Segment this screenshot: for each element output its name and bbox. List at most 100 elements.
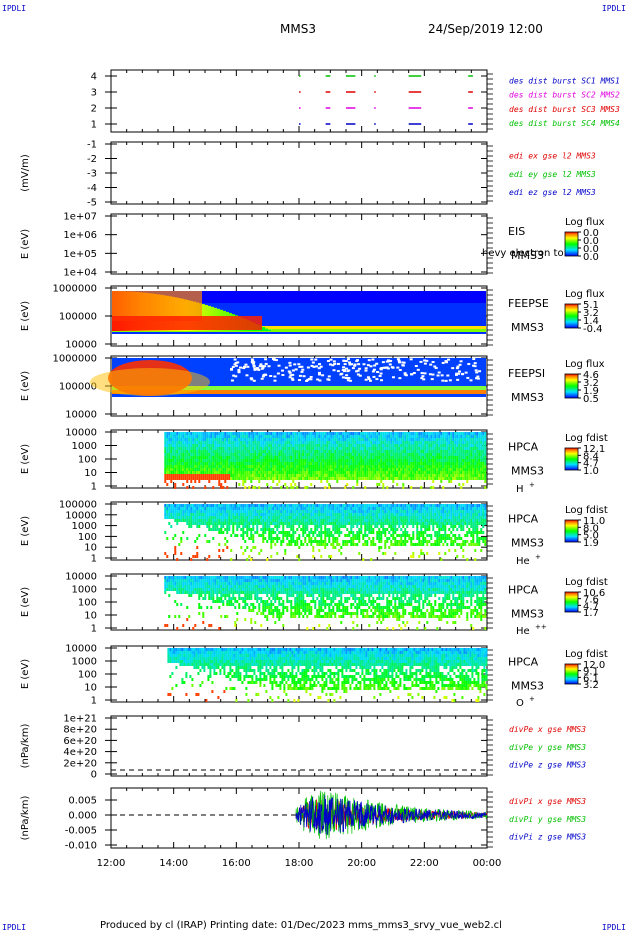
- hpca-bin: [192, 513, 195, 516]
- hpca-bin: [344, 513, 347, 516]
- hpca-bin: [230, 519, 233, 522]
- hpca-bin: [236, 453, 239, 456]
- hpca-bin: [230, 447, 233, 450]
- feepsi-gap: [396, 358, 400, 361]
- hpca-bin: [294, 504, 297, 507]
- hpca-bin: [258, 450, 261, 453]
- hpca-bin: [254, 468, 257, 471]
- hpca-bin: [474, 468, 477, 471]
- hpca-bin: [334, 528, 337, 531]
- hpca-bin: [314, 522, 317, 525]
- hpca-bin: [218, 549, 221, 552]
- hpca-bin: [212, 465, 215, 468]
- hpca-bin: [304, 462, 307, 465]
- hpca-bin: [170, 453, 173, 456]
- hpca-bin: [202, 513, 205, 516]
- hpca-bin: [342, 441, 345, 444]
- hpca-bin: [336, 459, 339, 462]
- hpca-bin: [282, 468, 285, 471]
- hpca-bin: [312, 555, 315, 558]
- hpca-bin: [164, 510, 167, 513]
- hpca-bin: [378, 453, 381, 456]
- hpca-bin: [270, 450, 273, 453]
- hpca-bin: [204, 477, 207, 480]
- hpca-bin: [328, 537, 331, 540]
- feepsi-gap: [341, 376, 345, 379]
- hpca-bin: [404, 450, 407, 453]
- hpca-bin: [276, 435, 279, 438]
- hpca-bin: [224, 504, 227, 507]
- feepsi-gap: [349, 379, 353, 382]
- hpca-bin: [354, 441, 357, 444]
- hpca-bin: [322, 516, 325, 519]
- hpca-bin: [180, 441, 183, 444]
- hpca-bin: [272, 504, 275, 507]
- hpca-bin: [306, 474, 309, 477]
- hpca-bin: [344, 456, 347, 459]
- hpca-bin: [228, 438, 231, 441]
- hpca-bin: [434, 432, 437, 435]
- hpca-bin: [234, 516, 237, 519]
- hpca-bin: [212, 474, 215, 477]
- y-tick-label: 0: [91, 770, 97, 781]
- hpca-bin: [292, 465, 295, 468]
- hpca-bin: [252, 504, 255, 507]
- hpca-bin: [374, 447, 377, 450]
- hpca-bin: [410, 432, 413, 435]
- hpca-bin: [276, 522, 279, 525]
- hpca-bin: [322, 462, 325, 465]
- hpca-bin: [334, 471, 337, 474]
- hpca-bin: [364, 456, 367, 459]
- hpca-bin: [484, 471, 487, 474]
- hpca-bin: [248, 537, 251, 540]
- hpca-bin: [404, 438, 407, 441]
- hpca-bin: [482, 468, 485, 471]
- hpca-bin: [416, 474, 419, 477]
- hpca-bin: [374, 471, 377, 474]
- hpca-bin: [406, 432, 409, 435]
- hpca-bin: [342, 543, 345, 546]
- hpca-bin: [394, 468, 397, 471]
- hpca-bin: [204, 534, 207, 537]
- hpca-bin: [260, 444, 263, 447]
- hpca-bin: [230, 438, 233, 441]
- hpca-bin: [238, 465, 241, 468]
- hpca-bin: [336, 465, 339, 468]
- hpca-bin: [254, 477, 257, 480]
- hpca-bin: [276, 444, 279, 447]
- hpca-bin: [180, 435, 183, 438]
- feepsi-gap: [251, 359, 255, 362]
- hpca-bin: [394, 474, 397, 477]
- hpca-bin: [244, 441, 247, 444]
- hpca-bin: [472, 447, 475, 450]
- feepsi-gap: [473, 362, 477, 365]
- hpca-bin: [278, 471, 281, 474]
- hpca-bin: [392, 462, 395, 465]
- hpca-bin: [352, 471, 355, 474]
- hpca-bin: [458, 438, 461, 441]
- hpca-bin: [284, 531, 287, 534]
- hpca-bin: [382, 435, 385, 438]
- hpca-bin: [314, 477, 317, 480]
- hpca-bin: [178, 459, 181, 462]
- hpca-bin: [188, 519, 191, 522]
- hpca-bin: [280, 474, 283, 477]
- hpca-bin: [314, 504, 317, 507]
- hpca-bin: [278, 432, 281, 435]
- hpca-bin: [178, 471, 181, 474]
- hpca-bin: [316, 468, 319, 471]
- hpca-bin: [212, 450, 215, 453]
- hpca-bin: [456, 447, 459, 450]
- hpca-bin: [238, 477, 241, 480]
- hpca-bin: [212, 438, 215, 441]
- hpca-bin: [432, 447, 435, 450]
- hpca-bin: [290, 441, 293, 444]
- hpca-bin: [392, 435, 395, 438]
- hpca-bin: [442, 474, 445, 477]
- hpca-bin: [466, 438, 469, 441]
- hpca-bin: [334, 546, 337, 549]
- hpca-bin: [408, 465, 411, 468]
- hpca-bin: [256, 510, 259, 513]
- hpca-bin: [304, 474, 307, 477]
- hpca-bin: [428, 450, 431, 453]
